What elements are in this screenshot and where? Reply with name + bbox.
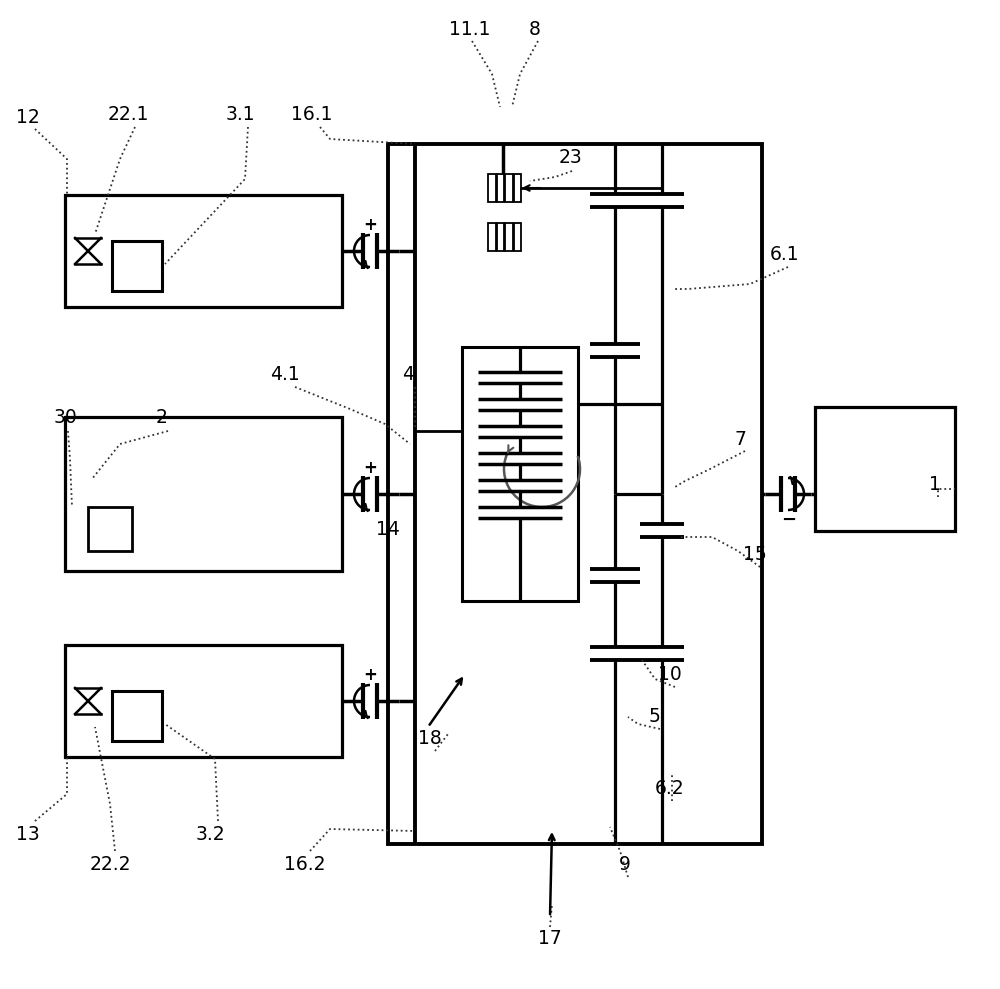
- Text: +: +: [363, 666, 377, 684]
- Text: 5: 5: [649, 707, 661, 727]
- Text: 10: 10: [658, 665, 682, 683]
- Bar: [514, 223, 521, 251]
- Text: 22.2: 22.2: [89, 854, 131, 873]
- Bar: [65, 645, 342, 757]
- Text: 23: 23: [558, 147, 582, 166]
- Bar: [815, 407, 955, 531]
- Text: 3.1: 3.1: [225, 105, 255, 124]
- Text: 11.1: 11.1: [449, 20, 491, 39]
- Bar: [112, 691, 162, 741]
- Bar: [112, 241, 162, 291]
- Text: 2: 2: [156, 407, 168, 426]
- Text: 12: 12: [16, 108, 40, 127]
- Text: 6.2: 6.2: [655, 779, 685, 798]
- Bar: [88, 507, 132, 551]
- Text: 13: 13: [16, 825, 40, 844]
- Text: 6.1: 6.1: [770, 244, 800, 263]
- Bar: [462, 347, 578, 601]
- Bar: [65, 195, 342, 307]
- Bar: [65, 417, 342, 571]
- Text: 16.2: 16.2: [284, 854, 326, 873]
- Text: 15: 15: [743, 545, 767, 564]
- Bar: [505, 223, 512, 251]
- Text: 1: 1: [929, 475, 941, 494]
- Text: +: +: [363, 459, 377, 477]
- Bar: [514, 174, 521, 202]
- Bar: [505, 174, 512, 202]
- Bar: [497, 174, 504, 202]
- Text: 4: 4: [402, 365, 414, 384]
- Text: 8: 8: [529, 20, 541, 39]
- Bar: [388, 144, 762, 844]
- Text: 16.1: 16.1: [291, 105, 333, 124]
- Text: 18: 18: [418, 730, 442, 749]
- Text: 3.2: 3.2: [195, 825, 225, 844]
- Text: 14: 14: [376, 519, 400, 538]
- Text: −: −: [781, 511, 797, 529]
- Text: 30: 30: [53, 407, 77, 426]
- Text: +: +: [363, 216, 377, 234]
- Bar: [488, 174, 496, 202]
- Bar: [488, 223, 496, 251]
- Text: 22.1: 22.1: [107, 105, 149, 124]
- Text: 7: 7: [734, 429, 746, 448]
- Text: 9: 9: [619, 854, 631, 873]
- Text: 17: 17: [538, 930, 562, 948]
- Bar: [497, 223, 504, 251]
- Text: 4.1: 4.1: [270, 365, 300, 384]
